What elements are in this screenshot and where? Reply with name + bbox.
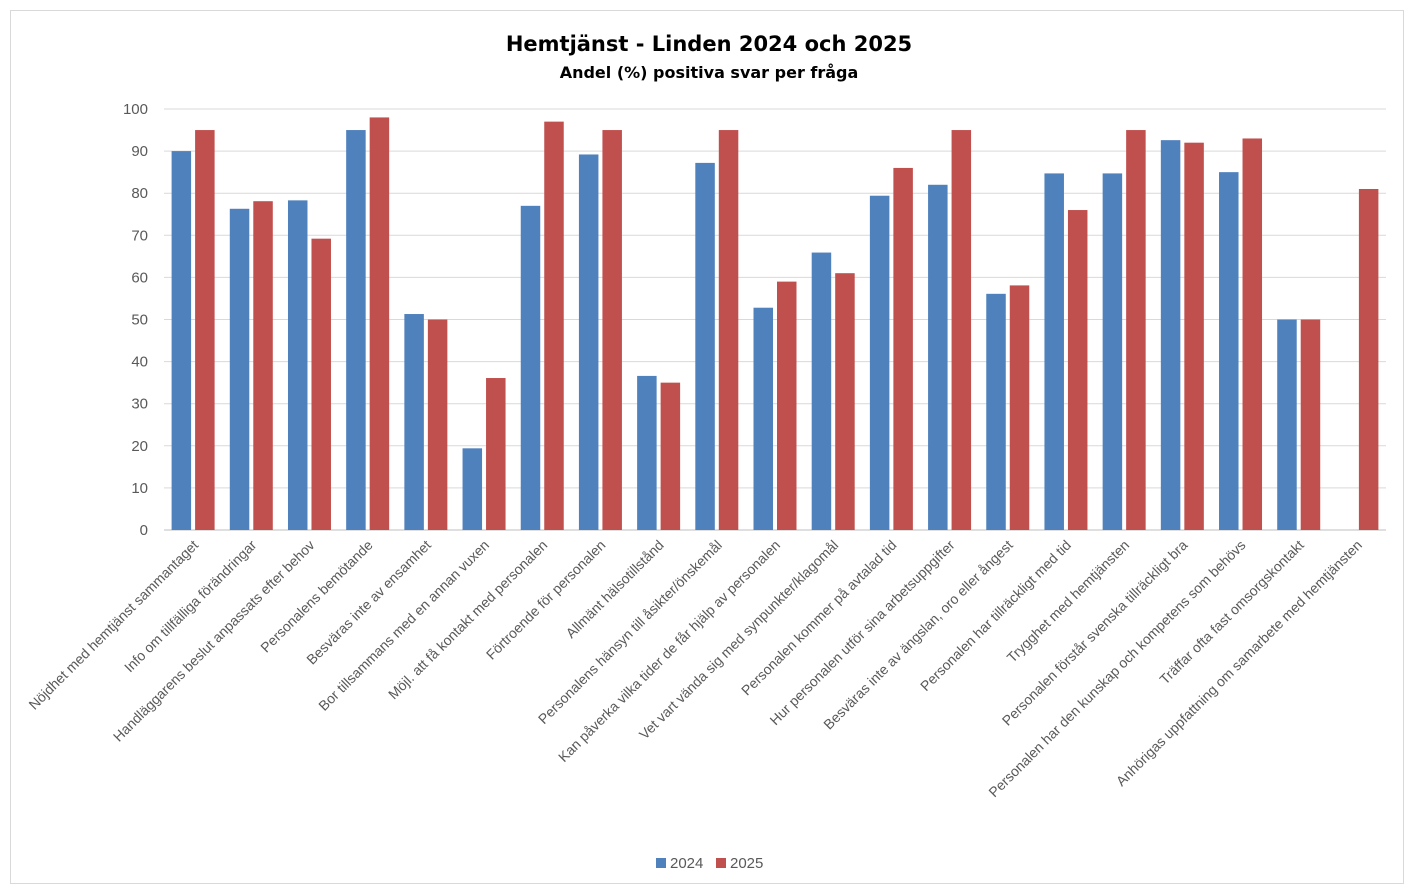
bar-2025-13	[951, 130, 972, 531]
gridlines	[164, 108, 1386, 531]
y-tick-label: 50	[131, 312, 148, 329]
legend-swatch-2024	[656, 858, 666, 868]
bar-2025-16	[1126, 130, 1146, 531]
bar-2025-11	[835, 273, 855, 530]
chart-title: Hemtjänst - Linden 2024 och 2025	[506, 32, 912, 56]
bar-2024-19	[1277, 319, 1297, 530]
x-category-label: Personalens bemötande	[257, 537, 376, 656]
bar-2025-10	[777, 281, 797, 530]
bar-2024-12	[869, 195, 890, 530]
y-tick-label: 10	[131, 480, 148, 497]
bar-2025-7	[602, 130, 622, 531]
bar-2024-9	[695, 162, 715, 530]
bar-2025-17	[1184, 142, 1204, 530]
y-tick-label: 40	[131, 354, 148, 371]
bar-2024-10	[753, 307, 773, 530]
x-category-label: Kan påverka vilka tider de får hjälp av …	[555, 537, 783, 765]
bar-2025-3	[369, 117, 390, 531]
bar-2024-3	[346, 130, 366, 531]
bar-2024-4	[404, 314, 424, 530]
legend: 2024 2025	[656, 855, 763, 872]
bar-2024-8	[637, 375, 657, 530]
y-tick-label: 30	[131, 396, 148, 413]
bar-2025-6	[544, 121, 564, 530]
bar-2025-5	[486, 378, 506, 530]
y-tick-label: 20	[131, 438, 148, 455]
bar-2025-2	[311, 238, 331, 530]
bar-2024-11	[811, 252, 832, 530]
bar-2025-19	[1300, 319, 1321, 530]
bar-2024-13	[928, 184, 948, 530]
bar-2025-0	[195, 130, 215, 531]
bar-2024-18	[1219, 172, 1239, 530]
bar-2024-7	[578, 154, 599, 530]
bar-2024-2	[287, 200, 308, 530]
y-tick-label: 80	[131, 185, 148, 202]
y-tick-label: 90	[131, 143, 148, 160]
bar-2024-17	[1160, 140, 1181, 531]
y-tick-label: 70	[131, 227, 148, 244]
x-category-label: Allmänt hälsotillstånd	[562, 537, 666, 641]
x-category-label: Förtroende för personalen	[483, 537, 609, 663]
bar-2024-1	[229, 208, 250, 531]
bar-2025-18	[1242, 138, 1263, 530]
chart-frame: Hemtjänst - Linden 2024 och 2025 Andel (…	[10, 10, 1404, 884]
x-category-label: Vet vart vända sig med synpunkter/klagom…	[636, 537, 842, 743]
bar-2025-20	[1358, 188, 1379, 531]
y-tick-label: 0	[140, 522, 148, 539]
chart-subtitle: Andel (%) positiva svar per fråga	[560, 63, 859, 82]
bar-2024-5	[462, 448, 483, 530]
y-axis-ticks: 0 10 20 30 40 50 60 70 80 90 100	[123, 101, 148, 539]
legend-swatch-2025	[716, 858, 726, 868]
bar-2024-6	[520, 205, 541, 530]
bar-2025-1	[253, 201, 273, 530]
bar-2024-14	[986, 293, 1006, 530]
bar-2024-15	[1044, 173, 1064, 530]
bar-2025-4	[427, 319, 448, 530]
bar-2025-15	[1067, 210, 1088, 531]
bar-2025-9	[718, 130, 739, 531]
x-category-label: Trygghet med hemtjänsten	[1004, 537, 1133, 666]
legend-label-2024: 2024	[670, 855, 703, 872]
bar-2025-14	[1009, 285, 1030, 530]
bar-2025-12	[893, 167, 913, 530]
y-tick-label: 60	[131, 269, 148, 286]
bars	[171, 117, 1379, 531]
bar-2025-8	[660, 382, 681, 530]
y-tick-label: 100	[123, 101, 148, 118]
bar-2024-16	[1102, 173, 1123, 530]
bar-2024-0	[171, 151, 192, 530]
bar-chart: Hemtjänst - Linden 2024 och 2025 Andel (…	[25, 32, 1386, 872]
legend-label-2025: 2025	[730, 855, 763, 872]
x-category-label: Handläggarens beslut anpassats efter beh…	[110, 537, 318, 745]
